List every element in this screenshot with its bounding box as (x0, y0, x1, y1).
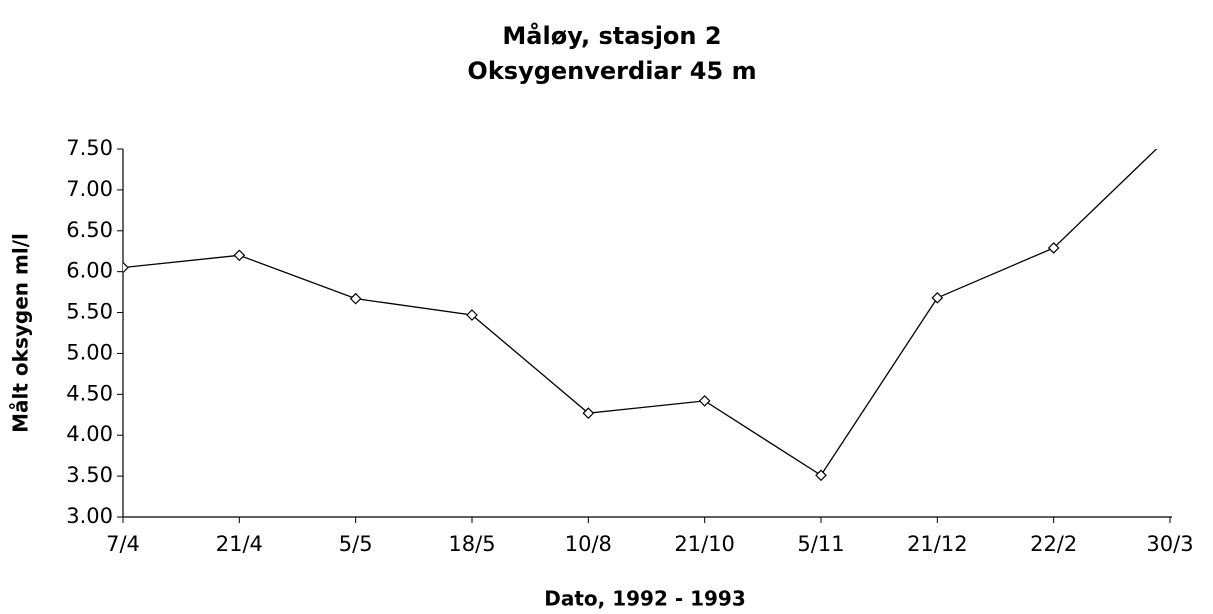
y-tick-label: 7.50 (66, 136, 113, 160)
x-tick-label: 5/5 (339, 532, 373, 556)
x-tick-label: 21/4 (216, 532, 263, 556)
y-tick-label: 5.50 (66, 300, 113, 324)
marker (815, 469, 827, 482)
data-line (123, 149, 1158, 477)
marker (349, 292, 362, 305)
marker (698, 395, 711, 407)
x-tick-label: 21/12 (907, 532, 968, 556)
marker (1165, 131, 1175, 141)
x-tick-label: 30/3 (1146, 532, 1193, 556)
marker (582, 407, 595, 419)
y-tick-label: 4.50 (66, 381, 113, 405)
marker (233, 249, 246, 262)
y-tick-label: 6.50 (66, 218, 113, 242)
marker (931, 291, 944, 304)
y-tick-label: 3.00 (66, 504, 113, 528)
marker (466, 309, 478, 321)
y-tick-label: 4.00 (66, 422, 113, 446)
y-tick-label: 7.00 (66, 177, 113, 201)
chart-title: Måløy, stasjon 2 (502, 21, 721, 50)
x-tick-label: 21/10 (674, 532, 735, 556)
x-tick-label: 18/5 (448, 532, 495, 556)
x-tick-label: 22/2 (1030, 532, 1077, 556)
x-tick-label: 10/8 (565, 532, 612, 556)
marker (1047, 242, 1060, 254)
marker (123, 261, 129, 274)
y-tick-label: 5.00 (66, 340, 113, 364)
y-axis-label: Målt oksygen ml/l (9, 233, 33, 433)
y-tick-label: 3.50 (66, 463, 113, 487)
x-tick-label: 5/11 (797, 532, 844, 556)
chart-subtitle: Oksygenverdiar 45 m (467, 57, 756, 85)
y-tick-label: 6.00 (66, 259, 113, 283)
x-tick-label: 7/4 (106, 532, 140, 556)
x-axis-label: Dato, 1992 - 1993 (544, 587, 746, 611)
